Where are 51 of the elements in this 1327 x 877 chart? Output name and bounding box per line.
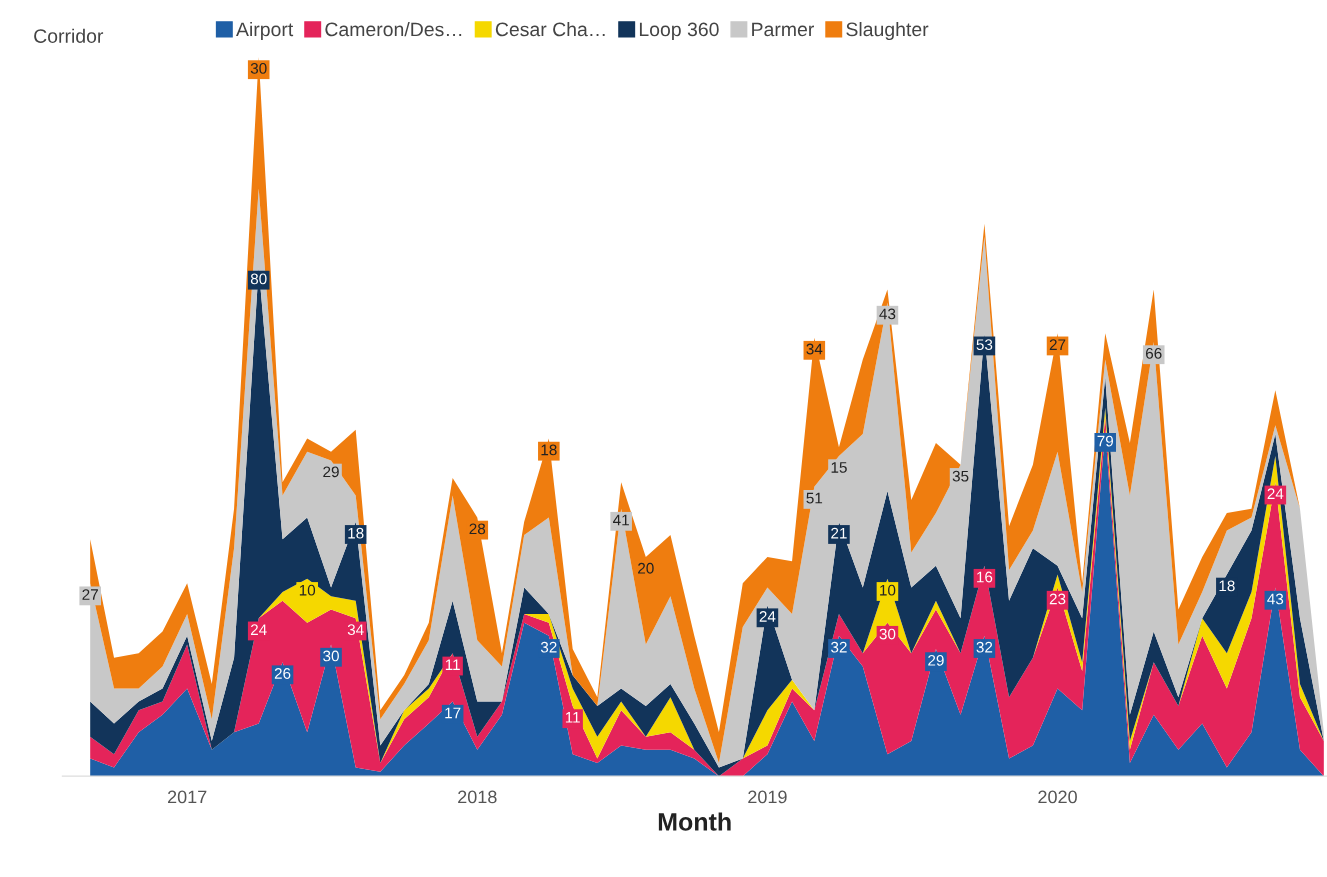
data-label: 34 xyxy=(347,624,364,636)
data-label: 16 xyxy=(977,571,993,583)
data-label: 24 xyxy=(759,611,776,622)
legend-label: Loop 360 xyxy=(639,22,719,41)
data-label: 28 xyxy=(469,523,486,535)
data-label: 29 xyxy=(928,654,944,666)
data-label: 34 xyxy=(806,343,823,355)
data-label: 21 xyxy=(831,527,847,539)
data-label: 32 xyxy=(831,641,847,653)
data-label: 11 xyxy=(565,712,580,723)
data-label: 26 xyxy=(274,668,291,679)
data-label: 53 xyxy=(976,339,993,351)
data-label: 20 xyxy=(638,562,654,574)
legend-label: Slaughter xyxy=(846,21,929,41)
data-label: 17 xyxy=(445,707,461,719)
data-label: 30 xyxy=(879,628,896,640)
data-label: 11 xyxy=(445,659,460,670)
data-label: 18 xyxy=(348,527,364,539)
data-label: 24 xyxy=(250,624,267,635)
data-label: 30 xyxy=(250,62,267,74)
data-label: 32 xyxy=(976,641,993,653)
data-label: 18 xyxy=(541,444,557,456)
data-label: 30 xyxy=(323,650,339,662)
data-label: 32 xyxy=(540,641,557,653)
data-label: 27 xyxy=(1049,339,1066,350)
data-label: 18 xyxy=(1219,580,1235,592)
legend-label: Cameron/Des… xyxy=(325,21,462,37)
legend-label: Airport xyxy=(236,21,294,41)
x-axis-title: Month xyxy=(658,812,731,831)
data-label: 24 xyxy=(1267,488,1284,499)
data-label: 10 xyxy=(880,584,896,596)
legend-title: Corridor xyxy=(34,28,104,43)
legend-label: Parmer xyxy=(752,22,814,37)
data-label: 43 xyxy=(879,308,896,320)
data-label: 43 xyxy=(1267,593,1284,605)
x-tick-label: 2017 xyxy=(167,790,207,804)
data-label: 15 xyxy=(831,462,847,473)
data-label: 79 xyxy=(1097,435,1114,447)
x-tick-label: 2018 xyxy=(458,790,497,804)
data-label: 51 xyxy=(806,492,823,504)
data-label: 66 xyxy=(1146,347,1162,359)
data-label: 23 xyxy=(1049,593,1066,605)
data-label: 29 xyxy=(323,466,339,478)
data-label: 41 xyxy=(613,514,629,526)
data-label: 27 xyxy=(82,589,98,600)
data-label: 10 xyxy=(299,584,316,596)
x-tick-label: 2020 xyxy=(1038,790,1077,804)
legend-label: Cesar Cha… xyxy=(495,21,605,37)
data-label: 35 xyxy=(952,470,969,482)
data-label: 80 xyxy=(250,273,267,285)
x-tick-label: 2019 xyxy=(748,790,787,804)
